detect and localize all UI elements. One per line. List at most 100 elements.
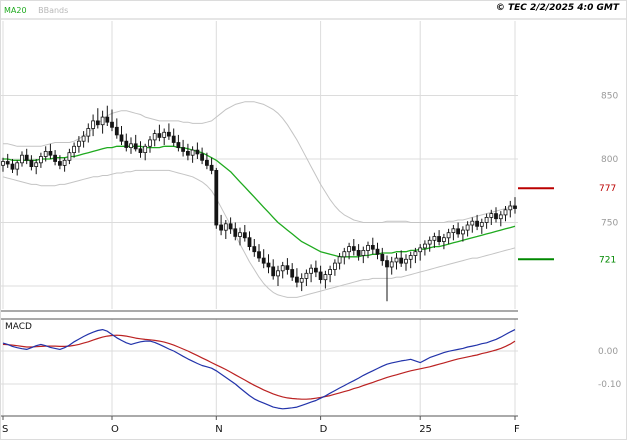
candle-body bbox=[124, 140, 129, 148]
candle-body bbox=[328, 269, 333, 275]
candle-body bbox=[413, 251, 418, 256]
bb-upper-line bbox=[3, 101, 516, 223]
candle-body bbox=[489, 213, 494, 218]
month-label: F bbox=[514, 424, 520, 435]
month-label: S bbox=[2, 424, 8, 435]
candle-body bbox=[427, 239, 432, 245]
candle-body bbox=[39, 156, 43, 164]
candle-body bbox=[252, 246, 257, 253]
candle-body bbox=[361, 249, 366, 256]
candle-body bbox=[133, 143, 138, 150]
legend-bar: MA20 BBands bbox=[4, 4, 68, 17]
candle-body bbox=[190, 149, 195, 156]
month-label: 25 bbox=[419, 424, 432, 435]
candle-body bbox=[465, 224, 470, 231]
candle-body bbox=[152, 133, 157, 141]
support-level-label: 721 bbox=[599, 255, 616, 265]
candle-body bbox=[204, 159, 209, 166]
candle-body bbox=[157, 133, 162, 138]
candle-body bbox=[498, 214, 503, 220]
candle-body bbox=[15, 162, 20, 170]
candle-body bbox=[143, 145, 148, 154]
candle-body bbox=[337, 256, 342, 264]
candle-body bbox=[5, 161, 10, 165]
price-tick-label: 750 bbox=[601, 219, 618, 229]
candle-body bbox=[138, 148, 143, 154]
candle-body bbox=[347, 246, 352, 253]
candle-body bbox=[432, 236, 437, 241]
price-tick-label: 850 bbox=[601, 92, 618, 102]
candle-body bbox=[313, 267, 318, 273]
candle-body bbox=[332, 262, 337, 270]
candle-body bbox=[77, 140, 81, 147]
candle-body bbox=[10, 163, 15, 170]
candle-body bbox=[223, 223, 228, 231]
bb-lower-line bbox=[2, 169, 516, 298]
candle-body bbox=[385, 260, 389, 268]
candle-body bbox=[86, 128, 91, 137]
candle-body bbox=[20, 154, 24, 164]
candle-body bbox=[503, 209, 508, 216]
candle-body bbox=[105, 116, 110, 123]
candle-body bbox=[247, 237, 252, 247]
candle-body bbox=[280, 265, 285, 272]
macd-line bbox=[2, 329, 516, 410]
candle-body bbox=[446, 232, 451, 239]
candle-body bbox=[67, 152, 72, 161]
candle-body bbox=[290, 269, 295, 278]
month-label: O bbox=[111, 424, 119, 435]
candle-body bbox=[81, 135, 86, 142]
candle-body bbox=[214, 169, 219, 226]
candle-body bbox=[299, 277, 304, 283]
candle-body bbox=[451, 228, 456, 234]
candle-body bbox=[323, 274, 328, 281]
candle-body bbox=[366, 244, 370, 251]
candle-body bbox=[460, 229, 465, 235]
candle-body bbox=[318, 271, 323, 280]
candle-body bbox=[72, 145, 76, 154]
candle-body bbox=[176, 142, 181, 148]
candle-body bbox=[479, 222, 484, 227]
candle-body bbox=[380, 253, 385, 262]
candle-body bbox=[114, 126, 119, 136]
candle-body bbox=[389, 261, 394, 268]
candle-body bbox=[441, 237, 446, 242]
month-label: N bbox=[215, 424, 222, 435]
candle-body bbox=[58, 161, 62, 166]
candle-body bbox=[129, 143, 133, 149]
month-label: D bbox=[320, 424, 328, 435]
candle-body bbox=[91, 120, 95, 129]
candle-body bbox=[309, 267, 314, 274]
candle-body bbox=[200, 153, 205, 161]
candle-body bbox=[62, 159, 67, 166]
candle-body bbox=[148, 139, 152, 147]
candle-body bbox=[166, 131, 171, 137]
candle-body bbox=[404, 258, 408, 264]
candle-body bbox=[285, 265, 290, 270]
candle-body bbox=[494, 213, 498, 220]
candle-body bbox=[456, 228, 461, 235]
candle-body bbox=[370, 244, 375, 250]
resistance-level-label: 777 bbox=[599, 184, 616, 194]
candle-body bbox=[257, 251, 261, 259]
candle-body bbox=[238, 232, 242, 237]
candle-body bbox=[394, 257, 399, 263]
candle-body bbox=[242, 232, 247, 239]
candle-body bbox=[422, 243, 427, 249]
candle-body bbox=[171, 135, 176, 143]
candle-body bbox=[261, 257, 266, 264]
candle-body bbox=[399, 257, 404, 264]
candle-body bbox=[356, 249, 361, 256]
candle-body bbox=[294, 276, 299, 283]
candle-body bbox=[43, 150, 48, 157]
macd-tick-label: -0.10 bbox=[598, 380, 622, 390]
candle-body bbox=[53, 154, 57, 162]
candle-body bbox=[110, 121, 114, 128]
price-tick-label: 800 bbox=[601, 155, 618, 165]
macd-panel-label: MACD bbox=[5, 322, 32, 332]
candle-body bbox=[1, 161, 5, 166]
candle-body bbox=[276, 270, 280, 277]
ma20-legend-label: MA20 bbox=[4, 6, 27, 15]
